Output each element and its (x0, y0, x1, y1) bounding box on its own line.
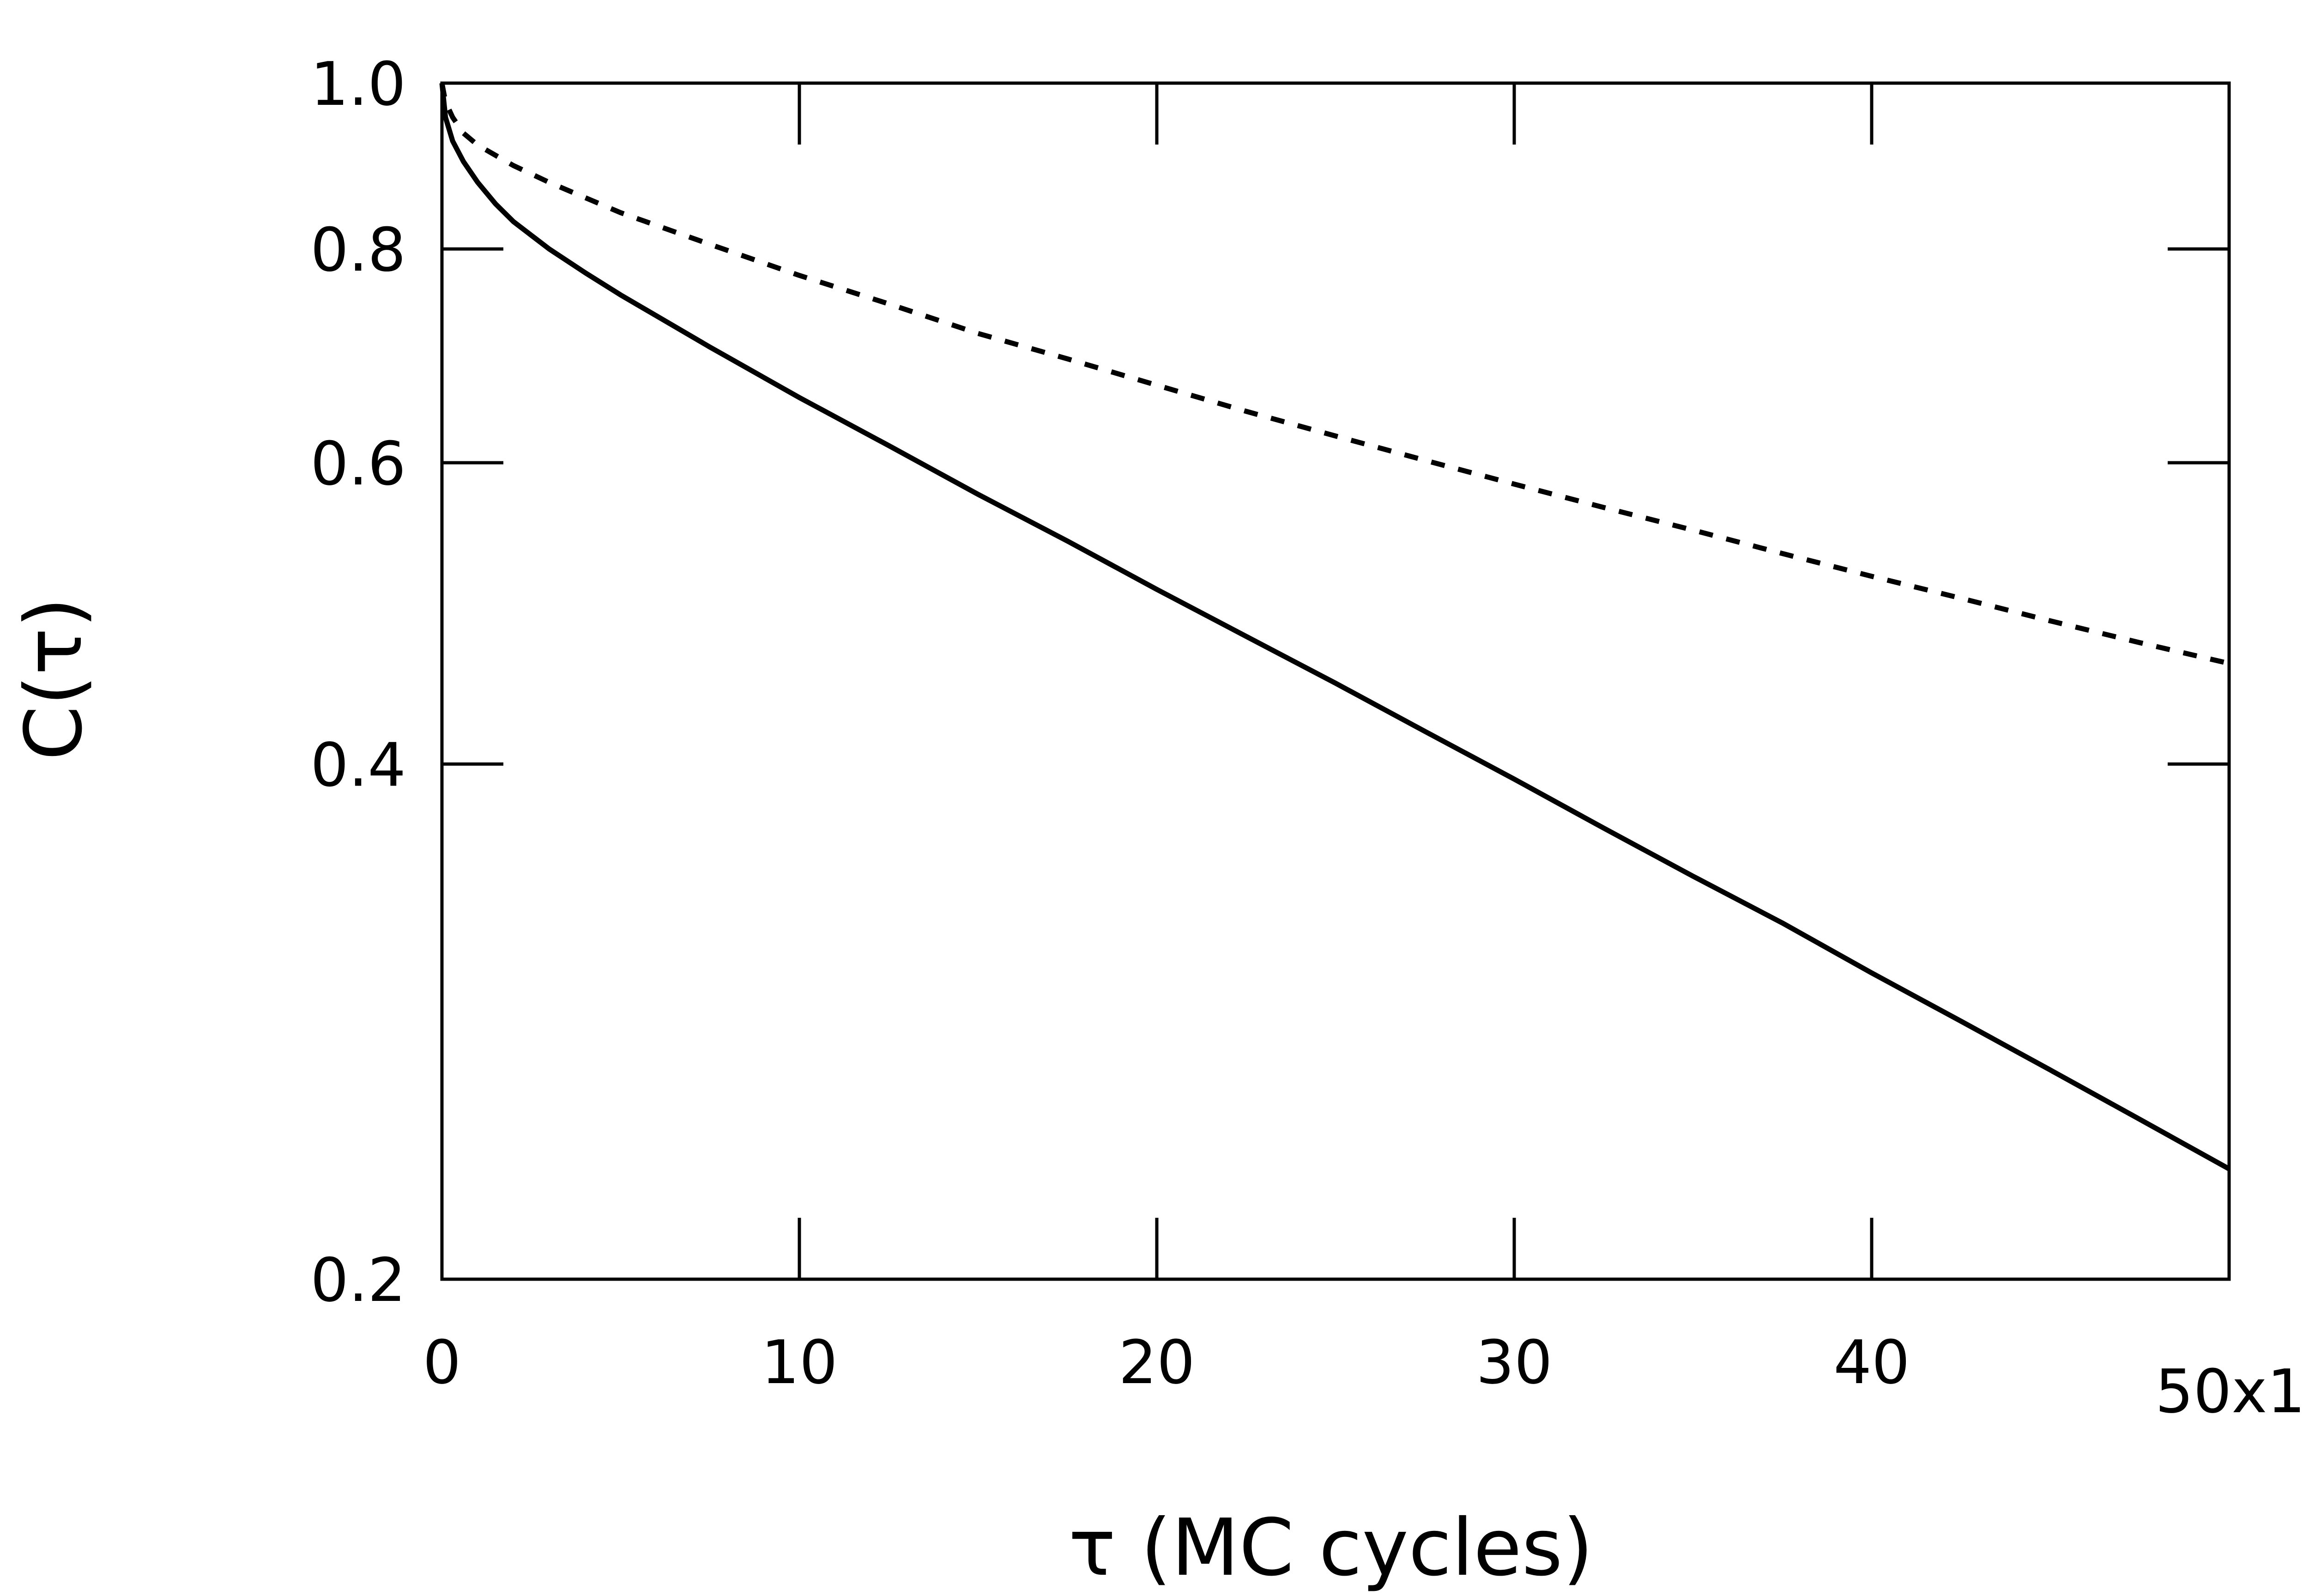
y-axis-title: C(τ) (8, 597, 100, 761)
y-tick-label: 1.0 (310, 49, 406, 119)
plot-frame (440, 81, 2231, 1281)
tick-labels-group: 01020304050x1030.20.40.60.81.0 (310, 49, 2309, 1427)
x-tick-label: 40 (1833, 1327, 1910, 1397)
series-line-solid (439, 83, 2230, 1172)
series-group (439, 82, 2230, 1172)
x-axis-title: τ (MC cycles) (1069, 1502, 1593, 1594)
x-tick-label: 20 (1118, 1327, 1195, 1397)
series-line-dotted (439, 82, 2230, 666)
x-tick-label: 10 (761, 1327, 837, 1397)
ticks-group (442, 83, 2229, 1279)
y-tick-label: 0.6 (310, 429, 406, 499)
y-tick-label: 0.4 (310, 730, 406, 800)
x-tick-label: 30 (1476, 1327, 1552, 1397)
y-tick-label: 0.8 (310, 215, 406, 285)
plot-area (440, 81, 2231, 1281)
x-tick-label: 0 (423, 1327, 461, 1397)
y-tick-label: 0.2 (310, 1245, 406, 1315)
